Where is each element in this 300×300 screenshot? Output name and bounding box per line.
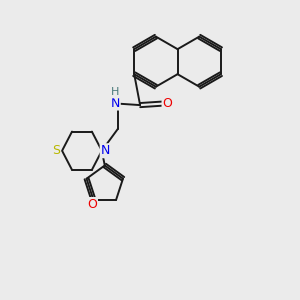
Text: N: N <box>110 97 120 110</box>
Text: O: O <box>87 198 97 211</box>
Text: O: O <box>163 97 172 110</box>
Text: H: H <box>111 87 119 98</box>
Text: S: S <box>52 144 60 157</box>
Text: N: N <box>101 144 110 157</box>
